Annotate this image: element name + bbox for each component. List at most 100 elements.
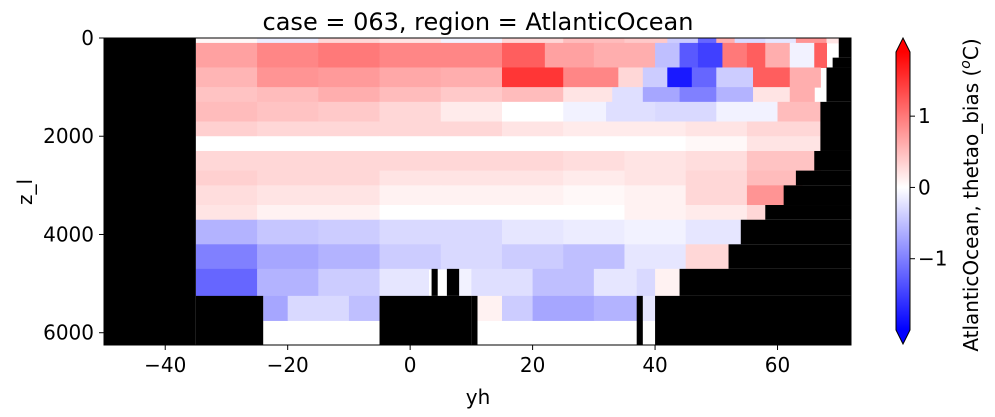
heatmap-cell [618,67,644,88]
land-mask-block [765,205,851,220]
heatmap-cell [624,185,687,206]
heatmap-cell [318,185,381,206]
heatmap-cell [746,136,821,152]
land-mask-block [379,295,472,345]
heatmap-cell [257,205,319,221]
heatmap-cell [318,244,381,270]
heatmap-cell [765,38,797,44]
heatmap-cell [685,170,748,186]
heatmap-cell [257,268,319,297]
heatmap-cell [440,219,503,245]
heatmap-cell [440,121,503,137]
heatmap-cell [789,67,821,88]
heatmap-cell [318,101,381,123]
heatmap-cell [257,185,319,206]
y-tick-label: 4000 [43,222,94,246]
heatmap-cell [501,219,564,245]
heatmap-cell [257,101,319,123]
heatmap-cell [501,185,564,206]
land-mask-block [838,38,851,58]
land-mask-block [826,67,851,102]
heatmap-cell [257,219,319,245]
heatmap-cell [544,42,595,68]
heatmap-cell [379,185,442,206]
heatmap-cell [318,121,381,137]
heatmap-cell [667,67,693,88]
y-tick-label: 0 [81,26,94,50]
heatmap-cell [318,42,381,68]
heatmap-cell [642,67,668,88]
heatmap-cell [440,150,503,172]
land-mask-block [679,268,851,296]
heatmap-cell [348,295,381,321]
x-tick-label: 20 [520,353,545,377]
heatmap-cell [440,67,503,88]
chart-title: case = 063, region = AtlanticOcean [263,8,694,36]
heatmap-cell [624,136,687,152]
heatmap-cell [501,38,564,44]
heatmap-cell [501,101,564,123]
heatmap-cell [814,42,828,68]
heatmap-cell [257,121,319,137]
heatmap-cell [563,150,625,172]
heatmap-cell [593,42,656,68]
heatmap-cell [440,185,503,206]
heatmap-cell [440,101,503,123]
heatmap-cell [195,185,258,206]
heatmap-cell [195,121,258,137]
heatmap-cell [765,42,791,68]
heatmap-cell [257,67,319,88]
heatmap-cell [379,42,442,68]
heatmap-cell [379,87,442,103]
y-tick-label: 2000 [43,124,94,148]
heatmap-cell [655,42,681,68]
heatmap-cell [263,295,289,321]
heatmap-cell [685,150,748,172]
heatmap-cell [318,67,381,88]
heatmap-cell [440,205,503,221]
y-axis-label: z_l [13,179,37,205]
heatmap-cell [287,295,350,321]
land-mask-block [431,268,438,296]
heatmap-cell [195,268,258,297]
heatmap-cell [642,87,681,103]
colorbar-label: AtlanticOcean, thetao_bias (oC) [958,38,983,351]
heatmap-cell [563,136,625,152]
heatmap-cell [746,42,766,68]
heatmap-cell [195,136,258,152]
heatmap-cell [501,150,564,172]
heatmap-cell [501,136,564,152]
land-mask-block [446,268,460,296]
heatmap-cell [753,87,791,103]
heatmap-cell [440,38,503,44]
colorbar-gradient [896,52,910,330]
colorbar-label-unit-sup: o [958,60,974,69]
heatmap-cell [195,101,258,123]
heatmap-cell [440,87,503,103]
heatmap-cell [563,87,613,103]
heatmap-cell [563,67,619,88]
heatmap-cell [501,244,564,270]
heatmap-cell [624,121,687,137]
heatmap-cell [746,150,821,172]
heatmap-cell [318,38,381,44]
land-mask-block [471,295,478,345]
heatmap-cell [716,38,736,44]
heatmap-cell [685,205,748,221]
heatmap-cell [501,67,564,88]
heatmap-cell [697,38,717,44]
heatmap-cell [379,121,442,137]
colorbar-ticks: 1 0 −1 [910,104,947,271]
heatmap-cell [440,170,503,186]
land-mask-block [783,185,851,206]
heatmap-cell [685,185,748,206]
heatmap-cell [697,42,723,68]
heatmap-cell [379,38,442,44]
x-axis-label: yh [466,385,491,409]
heatmap-cell [440,136,503,152]
heatmap-cell [195,219,258,245]
heatmap-cell [318,87,381,103]
heatmap-cell [563,101,607,123]
heatmap-cell [563,170,625,186]
